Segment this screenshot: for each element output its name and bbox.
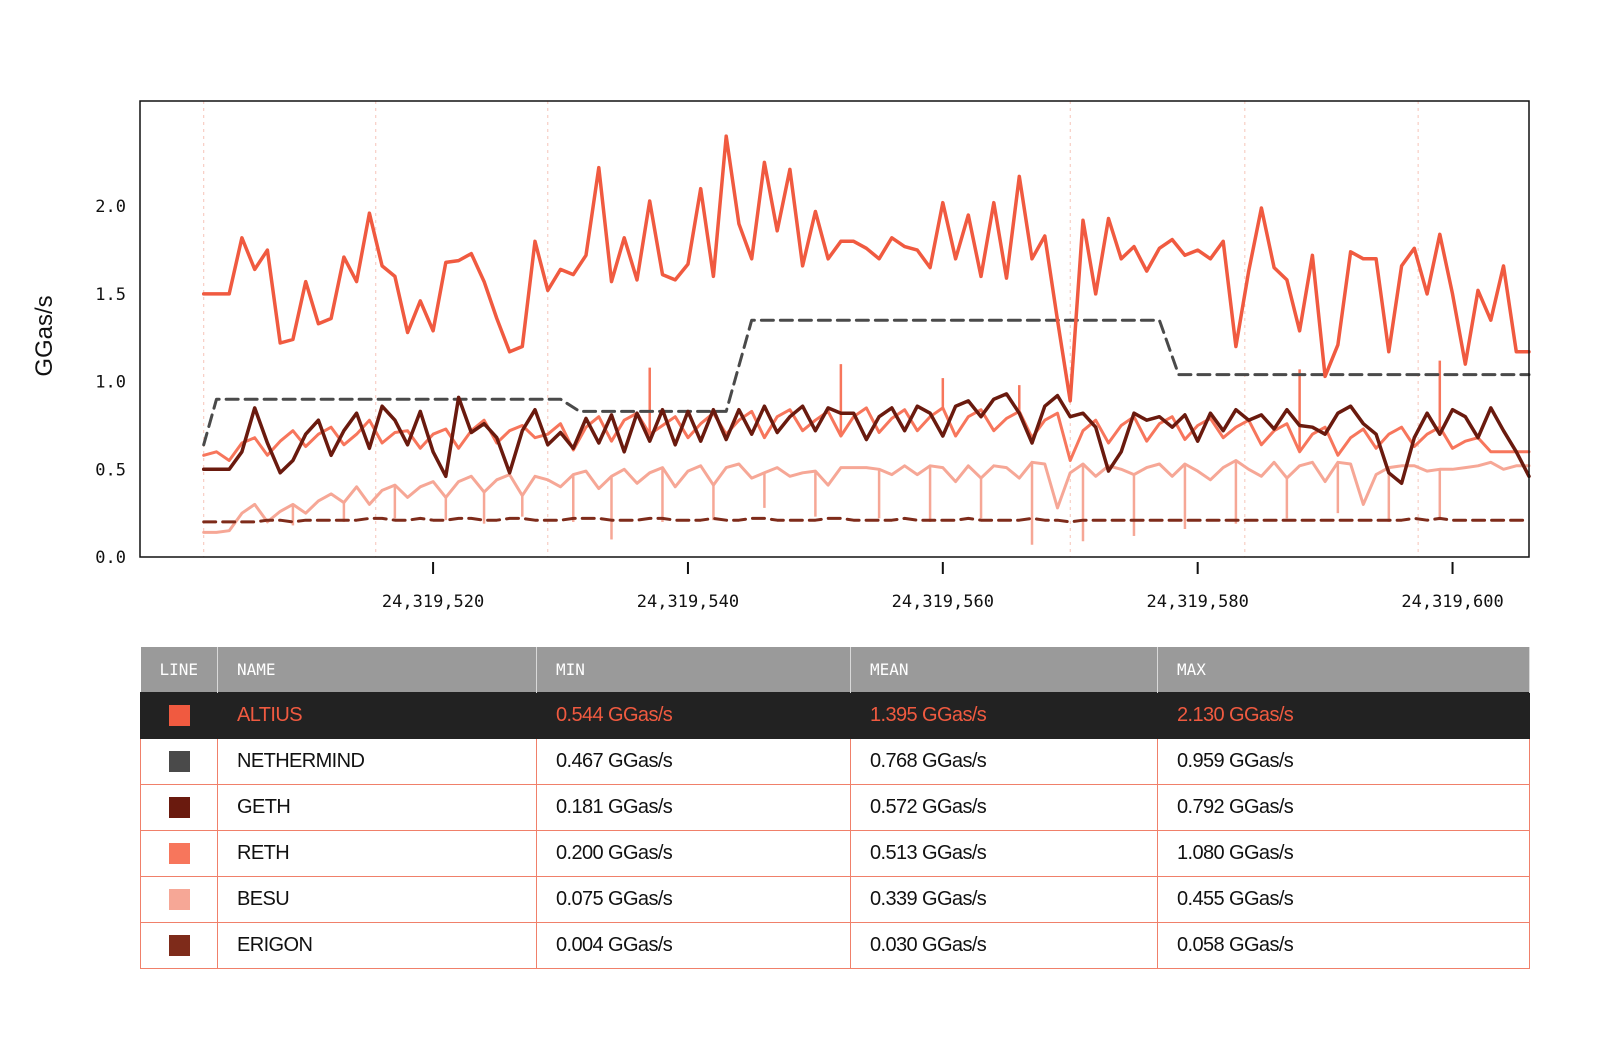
header-mean: MEAN bbox=[850, 647, 1158, 693]
table-row[interactable]: GETH 0.181 GGas/s 0.572 GGas/s 0.792 GGa… bbox=[140, 784, 1530, 831]
line-swatch-cell bbox=[140, 784, 218, 831]
color-swatch bbox=[168, 843, 190, 865]
y-tick-label: 1.5 bbox=[95, 285, 126, 305]
client-name: GETH bbox=[217, 784, 537, 831]
y-tick-label: 1.0 bbox=[95, 373, 126, 393]
client-name: BESU bbox=[217, 876, 537, 923]
x-tick-label: 24,319,560 bbox=[892, 592, 994, 612]
y-tick-label: 0.5 bbox=[95, 460, 126, 480]
client-name: RETH bbox=[217, 830, 537, 877]
client-name: NETHERMIND bbox=[217, 738, 537, 785]
mean-value: 0.513 GGas/s bbox=[850, 830, 1158, 877]
mean-value: 0.339 GGas/s bbox=[850, 876, 1158, 923]
x-tick-label: 24,319,540 bbox=[637, 592, 739, 612]
y-tick-label: 0.0 bbox=[95, 548, 126, 568]
max-value: 0.058 GGas/s bbox=[1157, 922, 1530, 969]
line-swatch-cell bbox=[140, 738, 218, 785]
table-row[interactable]: NETHERMIND 0.467 GGas/s 0.768 GGas/s 0.9… bbox=[140, 738, 1530, 785]
min-value: 0.181 GGas/s bbox=[536, 784, 851, 831]
color-swatch bbox=[168, 889, 190, 911]
x-tick-label: 24,319,600 bbox=[1401, 592, 1503, 612]
max-value: 0.959 GGas/s bbox=[1157, 738, 1530, 785]
mean-value: 0.768 GGas/s bbox=[850, 738, 1158, 785]
client-name: ALTIUS bbox=[217, 692, 537, 739]
client-stats-table: LINE NAME MIN MEAN MAX ALTIUS 0.544 GGas… bbox=[140, 647, 1530, 969]
line-swatch-cell bbox=[140, 876, 218, 923]
min-value: 0.200 GGas/s bbox=[536, 830, 851, 877]
series-line-erigon bbox=[202, 516, 1531, 524]
x-tick-label: 24,319,520 bbox=[382, 592, 484, 612]
series-line-besu bbox=[202, 459, 1531, 534]
line-swatch-cell bbox=[140, 830, 218, 877]
color-swatch bbox=[168, 935, 190, 957]
table-row[interactable]: ALTIUS 0.544 GGas/s 1.395 GGas/s 2.130 G… bbox=[140, 692, 1530, 739]
y-tick-label: 2.0 bbox=[95, 197, 126, 217]
series-line-reth bbox=[202, 406, 1531, 462]
min-value: 0.467 GGas/s bbox=[536, 738, 851, 785]
max-value: 1.080 GGas/s bbox=[1157, 830, 1530, 877]
max-value: 2.130 GGas/s bbox=[1157, 692, 1530, 739]
x-tick-label: 24,319,580 bbox=[1146, 592, 1248, 612]
min-value: 0.544 GGas/s bbox=[536, 692, 851, 739]
client-name: ERIGON bbox=[217, 922, 537, 969]
table-row[interactable]: ERIGON 0.004 GGas/s 0.030 GGas/s 0.058 G… bbox=[140, 922, 1530, 969]
header-line: LINE bbox=[140, 647, 218, 693]
line-swatch-cell bbox=[140, 692, 218, 739]
series-line-geth bbox=[201, 392, 1531, 486]
table-row[interactable]: RETH 0.200 GGas/s 0.513 GGas/s 1.080 GGa… bbox=[140, 830, 1530, 877]
line-swatch-cell bbox=[140, 922, 218, 969]
color-swatch bbox=[168, 797, 190, 819]
header-name: NAME bbox=[217, 647, 537, 693]
min-value: 0.075 GGas/s bbox=[536, 876, 851, 923]
table-row[interactable]: BESU 0.075 GGas/s 0.339 GGas/s 0.455 GGa… bbox=[140, 876, 1530, 923]
series-line-nethermind bbox=[202, 318, 1531, 447]
max-value: 0.792 GGas/s bbox=[1157, 784, 1530, 831]
mean-value: 0.572 GGas/s bbox=[850, 784, 1158, 831]
mean-value: 0.030 GGas/s bbox=[850, 922, 1158, 969]
table-header-row: LINE NAME MIN MEAN MAX bbox=[140, 647, 1530, 693]
series-line-altius bbox=[201, 134, 1531, 403]
chart-container: 0.0 0.5 1.0 1.5 2.0 24,319,520 24,319,540 24,31… bbox=[31, 100, 1531, 612]
plot-frame bbox=[139, 100, 1530, 558]
mean-value: 1.395 GGas/s bbox=[850, 692, 1158, 739]
color-swatch bbox=[168, 705, 190, 727]
max-value: 0.455 GGas/s bbox=[1157, 876, 1530, 923]
header-max: MAX bbox=[1157, 647, 1530, 693]
throughput-line-chart: 0.0 0.5 1.0 1.5 2.0 24,319,520 24,319,540 24,31… bbox=[31, 100, 1531, 612]
y-axis-label: GGas/s bbox=[31, 295, 58, 376]
min-value: 0.004 GGas/s bbox=[536, 922, 851, 969]
color-swatch bbox=[168, 751, 190, 773]
header-min: MIN bbox=[536, 647, 851, 693]
